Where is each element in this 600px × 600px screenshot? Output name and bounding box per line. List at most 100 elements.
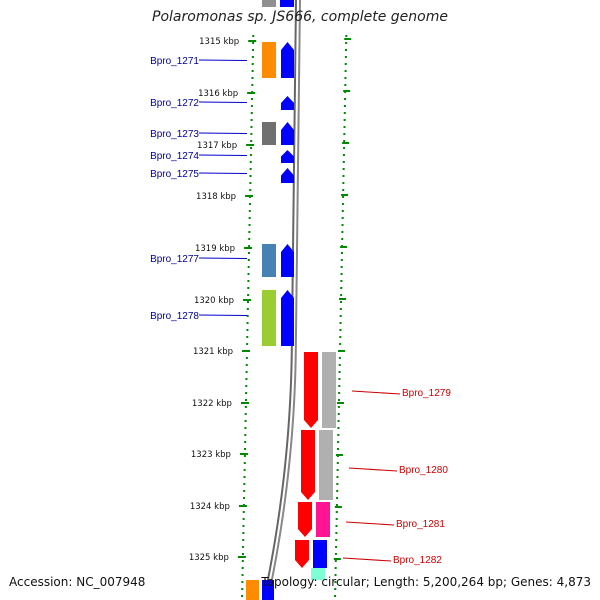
left-guide-dot bbox=[241, 588, 244, 590]
left-guide-dot bbox=[251, 70, 254, 72]
left-guide-dot bbox=[241, 581, 244, 583]
left-guide-dot bbox=[248, 245, 251, 247]
left-guide-dot bbox=[247, 280, 250, 282]
left-guide-dot bbox=[250, 119, 253, 121]
right-guide-dot bbox=[341, 231, 344, 233]
left-guide-dot bbox=[242, 532, 245, 534]
right-guide-dot bbox=[339, 315, 342, 317]
axis-tick-label: 1315 kbp bbox=[199, 37, 239, 47]
gene-label-right: Bpro_1279 bbox=[402, 388, 451, 399]
left-guide-dot bbox=[246, 308, 249, 310]
left-guide-dot bbox=[242, 539, 245, 541]
right-guide-dot bbox=[341, 238, 344, 240]
left-guide-dot bbox=[249, 175, 252, 177]
right-major-tick bbox=[334, 506, 342, 508]
left-guide-dot bbox=[252, 49, 255, 51]
cog-bar bbox=[262, 244, 276, 277]
left-guide-dot bbox=[246, 336, 249, 338]
partial-cog-bar bbox=[311, 568, 325, 580]
left-guide-dot bbox=[241, 595, 244, 597]
right-guide-dot bbox=[338, 385, 341, 387]
right-guide-dot bbox=[344, 56, 347, 58]
label-leader bbox=[198, 257, 248, 259]
gene-label-left: Bpro_1271 bbox=[150, 56, 199, 67]
gene-label-left: Bpro_1272 bbox=[150, 98, 199, 109]
left-guide-dot bbox=[248, 231, 251, 233]
right-guide-dot bbox=[343, 126, 346, 128]
left-guide-dot bbox=[246, 315, 249, 317]
left-guide-dot bbox=[244, 406, 247, 408]
right-major-tick bbox=[342, 142, 350, 144]
left-guide-dot bbox=[242, 546, 245, 548]
right-guide-dot bbox=[344, 84, 347, 86]
left-guide-dot bbox=[246, 322, 249, 324]
left-guide-dot bbox=[250, 126, 253, 128]
axis-tick bbox=[247, 92, 256, 94]
right-guide-dot bbox=[336, 469, 339, 471]
left-guide-dot bbox=[245, 378, 248, 380]
right-guide-dot bbox=[343, 133, 346, 135]
left-guide-dot bbox=[241, 567, 244, 569]
left-guide-dot bbox=[243, 483, 246, 485]
right-guide-dot bbox=[336, 490, 339, 492]
left-guide-dot bbox=[251, 63, 254, 65]
axis-tick bbox=[240, 402, 249, 404]
reverse-gene-arrow bbox=[301, 430, 315, 500]
right-guide-dot bbox=[342, 154, 345, 156]
left-guide-dot bbox=[243, 462, 246, 464]
cog-bar bbox=[322, 352, 336, 428]
left-guide-dot bbox=[251, 98, 254, 100]
axis-tick bbox=[237, 556, 246, 558]
left-guide-dot bbox=[249, 154, 252, 156]
left-guide-dot bbox=[251, 56, 254, 58]
right-guide-dot bbox=[337, 448, 340, 450]
left-guide-dot bbox=[248, 224, 251, 226]
right-guide-dot bbox=[334, 553, 337, 555]
right-guide-dot bbox=[338, 378, 341, 380]
right-guide-dot bbox=[339, 308, 342, 310]
genome-info: Topology: circular; Length: 5,200,264 bp… bbox=[261, 575, 591, 589]
axis-tick bbox=[239, 453, 248, 455]
axis-tick-label: 1318 kbp bbox=[196, 192, 236, 202]
axis-tick-label: 1321 kbp bbox=[193, 347, 233, 357]
right-guide-dot bbox=[340, 266, 343, 268]
left-guide-dot bbox=[248, 210, 251, 212]
right-guide-dot bbox=[335, 525, 338, 527]
forward-gene-arrow bbox=[281, 244, 294, 277]
axis-tick bbox=[244, 247, 253, 249]
axis-tick-label: 1319 kbp bbox=[195, 244, 235, 254]
left-guide-dot bbox=[250, 133, 253, 135]
right-guide-dot bbox=[340, 294, 343, 296]
left-guide-dot bbox=[251, 84, 254, 86]
right-guide-dot bbox=[344, 70, 347, 72]
left-guide-dot bbox=[245, 392, 248, 394]
right-guide-dot bbox=[339, 322, 342, 324]
right-guide-dot bbox=[345, 49, 348, 51]
right-guide-dot bbox=[334, 581, 337, 583]
reverse-gene-arrow bbox=[298, 502, 312, 537]
right-guide-dot bbox=[335, 539, 338, 541]
left-guide-dot bbox=[247, 252, 250, 254]
left-guide-dot bbox=[249, 168, 252, 170]
left-guide-dot bbox=[252, 42, 255, 44]
right-guide-dot bbox=[344, 63, 347, 65]
right-major-tick bbox=[338, 350, 345, 352]
right-guide-dot bbox=[345, 42, 348, 44]
map-title: Polaromonas sp. JS666, complete genome bbox=[152, 9, 448, 25]
left-guide-dot bbox=[243, 455, 246, 457]
left-guide-dot bbox=[245, 357, 248, 359]
left-guide-dot bbox=[247, 287, 250, 289]
left-guide-dot bbox=[243, 476, 246, 478]
left-guide-dot bbox=[247, 266, 250, 268]
right-major-tick bbox=[344, 38, 352, 40]
right-guide-dot bbox=[343, 105, 346, 107]
left-guide-dot bbox=[250, 112, 253, 114]
right-guide-dot bbox=[337, 434, 340, 436]
right-guide-dot bbox=[340, 280, 343, 282]
right-guide-dot bbox=[338, 399, 341, 401]
left-guide-dot bbox=[245, 371, 248, 373]
right-major-tick bbox=[333, 558, 341, 560]
axis-tick-label: 1325 kbp bbox=[189, 553, 229, 563]
right-guide-dot bbox=[338, 371, 341, 373]
gene-label-left: Bpro_1278 bbox=[150, 311, 199, 322]
